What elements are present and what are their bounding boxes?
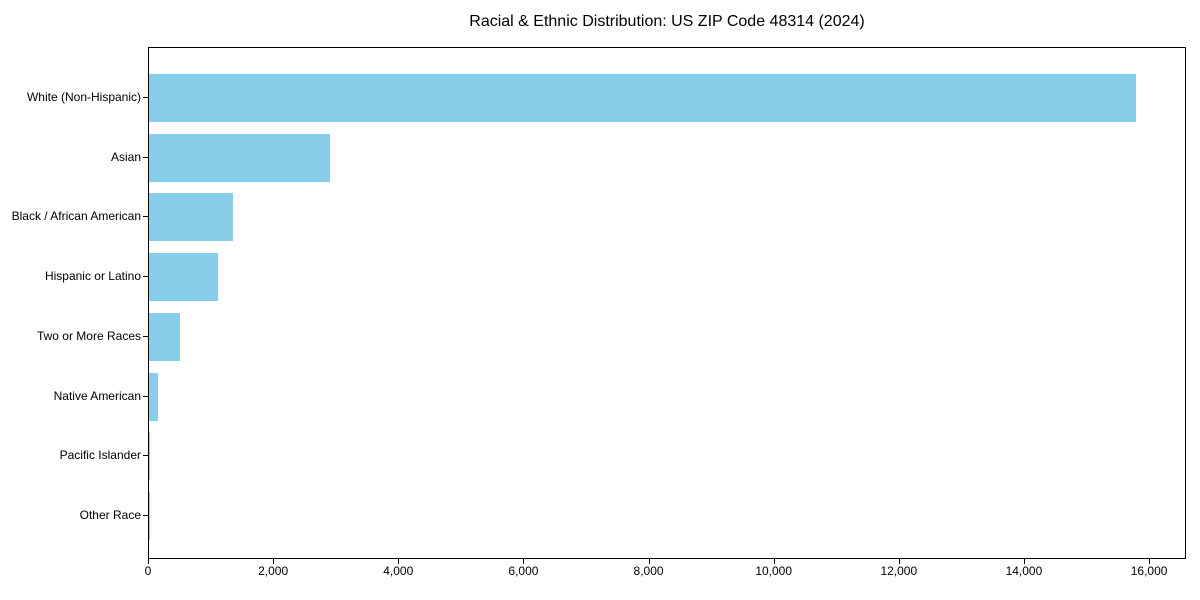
- y-tick-label: Pacific Islander: [59, 448, 141, 463]
- y-tick-label: Hispanic or Latino: [44, 269, 141, 284]
- x-tick-mark: [773, 559, 775, 564]
- y-tick-mark: [143, 216, 148, 218]
- y-tick-mark: [143, 395, 148, 397]
- y-tick-label: Asian: [110, 149, 141, 164]
- x-tick-mark: [1149, 559, 1151, 564]
- y-tick-mark: [143, 276, 148, 278]
- x-tick-label: 8,000: [633, 564, 664, 578]
- y-tick-label: Native American: [53, 388, 141, 403]
- x-tick-label: 0: [144, 564, 152, 578]
- x-tick-label: 10,000: [755, 564, 793, 578]
- y-tick-label: Two or More Races: [36, 328, 141, 343]
- x-tick-label: 2,000: [258, 564, 289, 578]
- x-tick-label: 4,000: [383, 564, 414, 578]
- plot-area: [148, 47, 1186, 559]
- y-tick-mark: [143, 156, 148, 158]
- y-tick-mark: [143, 97, 148, 98]
- bar: [149, 253, 218, 302]
- bar: [149, 432, 151, 481]
- y-tick-mark: [143, 335, 148, 337]
- y-tick-mark: [143, 514, 148, 516]
- y-tick-label: Other Race: [79, 507, 141, 522]
- x-tick-mark: [898, 559, 900, 564]
- x-tick-mark: [273, 559, 275, 564]
- bar: [149, 372, 159, 421]
- bar: [149, 491, 150, 540]
- x-tick-label: 16,000: [1130, 564, 1168, 578]
- x-tick-label: 6,000: [508, 564, 539, 578]
- x-tick-mark: [398, 559, 400, 564]
- x-tick-mark: [1023, 559, 1025, 564]
- bar: [149, 74, 1136, 122]
- x-tick-label: 12,000: [880, 564, 918, 578]
- x-tick-label: 14,000: [1005, 564, 1043, 578]
- y-tick-label: White (Non-Hispanic): [26, 90, 141, 104]
- bar: [149, 312, 181, 361]
- x-tick-mark: [148, 559, 149, 564]
- y-tick-mark: [143, 455, 148, 457]
- y-tick-label: Black / African American: [11, 209, 141, 224]
- x-tick-mark: [648, 559, 650, 564]
- bar: [149, 193, 234, 242]
- chart-title: Racial & Ethnic Distribution: US ZIP Cod…: [469, 13, 865, 30]
- x-tick-mark: [523, 559, 525, 564]
- bar: [149, 133, 331, 182]
